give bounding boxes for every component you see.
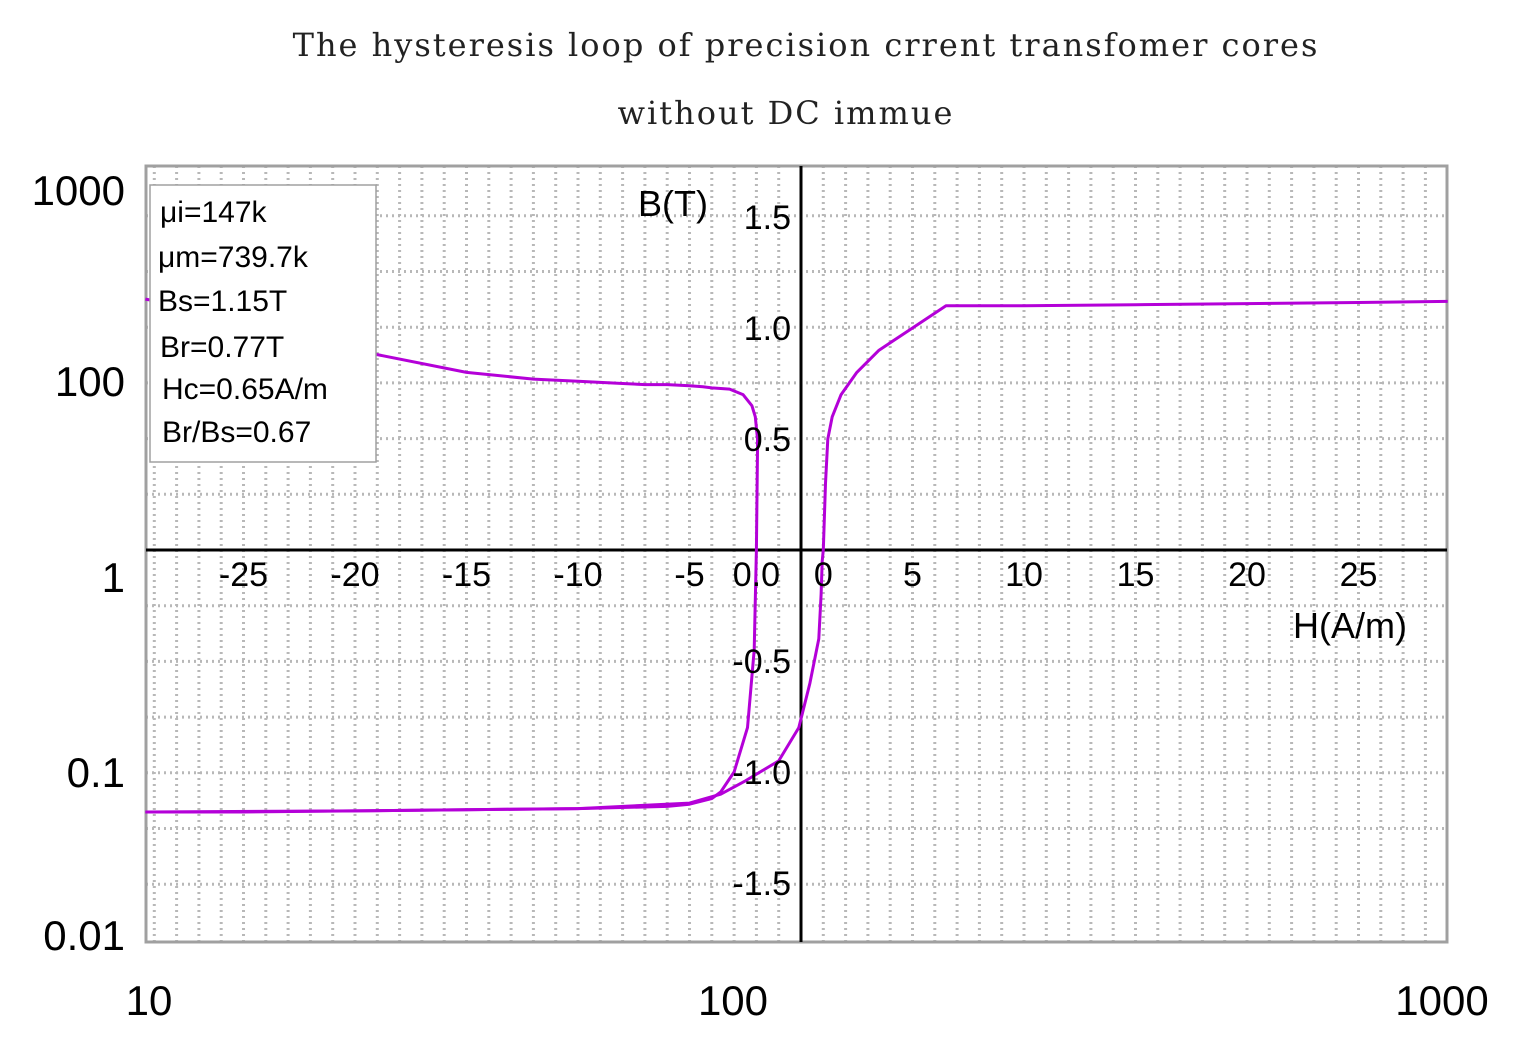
hysteresis-branch-1	[145, 299, 1448, 814]
y-tick-label: -1.5	[732, 865, 791, 903]
chart-title: The hysteresis loop of precision crrent …	[293, 26, 1320, 64]
x-axis-label: H(A/m)	[1293, 605, 1407, 646]
info-box-frame	[149, 184, 377, 463]
y-tick-label-outer: 0.1	[67, 749, 125, 796]
x-tick-label-outer: 100	[698, 977, 768, 1024]
x-tick-label: -5	[674, 556, 704, 594]
hysteresis-branch-0	[145, 297, 759, 814]
x-tick-label: 5	[903, 556, 922, 594]
info-line: Br=0.77T	[160, 331, 284, 364]
y-tick-label-outer: 1000	[32, 167, 125, 214]
info-box: μi=147k μm=739.7k Bs=1.15T Br=0.77T Hc=0…	[149, 184, 377, 463]
x-tick-label-outer: 10	[126, 977, 173, 1024]
y-axis-label: B(T)	[638, 183, 708, 224]
info-line: Bs=1.15T	[158, 285, 287, 318]
y-tick-label: -0.5	[732, 643, 791, 681]
x-tick-label: -25	[219, 556, 268, 594]
x-tick-label: -10	[553, 556, 602, 594]
x-tick-label: 20	[1228, 556, 1266, 594]
x-tick-label: 25	[1340, 556, 1378, 594]
info-line: μm=739.7k	[158, 241, 309, 274]
info-line: μi=147k	[160, 196, 268, 229]
x-tick-label: 15	[1117, 556, 1155, 594]
y-tick-label: 1.0	[744, 310, 791, 348]
y-tick-label: 1.5	[744, 199, 791, 237]
info-line: Hc=0.65A/m	[162, 373, 328, 406]
y-tick-label-outer: 100	[55, 358, 125, 405]
x-tick-label-outer: 1000	[1395, 977, 1488, 1024]
y-tick-label-outer: 1	[102, 554, 125, 601]
center-axes	[146, 166, 1447, 942]
y-tick-label-outer: 0.01	[43, 912, 125, 959]
plot-frame	[144, 164, 1449, 944]
inner-ticks: -25 -20 -15 -10 -5 0.0 0 5 10 15 20 25 1.5 1.0 0.5 -0.5…	[219, 199, 1377, 903]
x-tick-label: 0.0	[733, 556, 780, 594]
x-tick-label: -15	[442, 556, 491, 594]
y-tick-label: -1.0	[732, 754, 791, 792]
chart-subtitle: without DC immue	[618, 94, 955, 132]
y-tick-label: 0.5	[744, 421, 791, 459]
x-tick-label: 0	[814, 556, 833, 594]
info-line: Br/Bs=0.67	[162, 416, 311, 449]
x-tick-label: 10	[1005, 556, 1043, 594]
hysteresis-curves	[145, 297, 1448, 814]
x-tick-label: -20	[330, 556, 379, 594]
